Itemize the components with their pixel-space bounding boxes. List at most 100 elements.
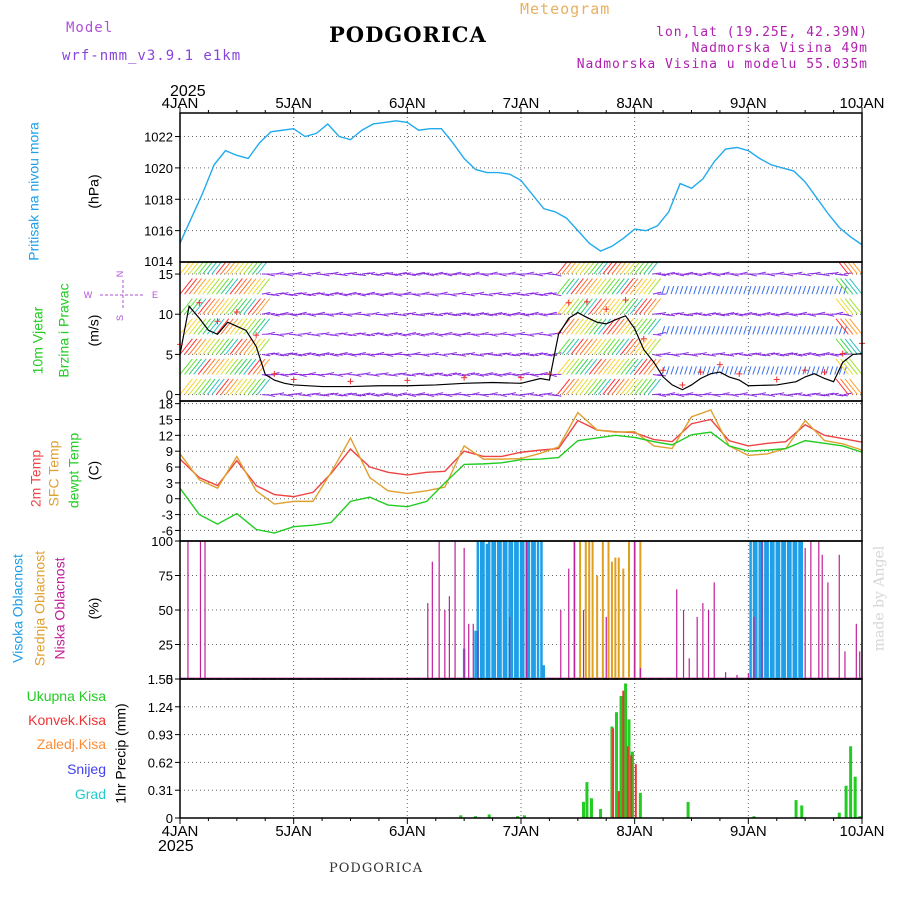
wind-arrow	[434, 372, 444, 375]
wind-arrow	[647, 378, 662, 395]
wind-arrow	[629, 298, 643, 315]
wind-arrow	[466, 293, 476, 297]
cloud-bar-low	[725, 672, 727, 679]
wind-arrow	[611, 318, 625, 335]
cloud-bar-high	[792, 541, 796, 679]
wind-arrow	[825, 313, 835, 317]
wind-arrow	[275, 271, 285, 275]
wind-arrow	[770, 366, 775, 375]
wind-arrow	[602, 378, 616, 395]
wind-arrow	[320, 332, 330, 335]
wind-arrow	[252, 318, 266, 335]
wind-arrow	[806, 366, 811, 375]
wind-arrow	[320, 352, 330, 355]
wind-arrow	[775, 353, 785, 357]
cloud-bar-low	[702, 603, 704, 679]
wind-arrow	[657, 312, 667, 315]
wind-arrow	[775, 271, 785, 275]
wind-arrow	[851, 262, 862, 275]
wind-arrow	[407, 273, 416, 277]
wind-arrow	[370, 332, 380, 335]
wind-arrow	[834, 326, 838, 335]
wind-arrow	[593, 358, 607, 375]
wind-arrow	[725, 326, 729, 335]
wind-arrow	[766, 285, 770, 295]
wind-arrow	[707, 353, 717, 357]
wind-arrow	[366, 291, 376, 295]
wind-arrow	[579, 278, 593, 295]
cloud-bar-mid	[584, 541, 587, 679]
wind-arrow	[652, 353, 662, 357]
wind-arrow	[843, 313, 853, 317]
wind-arrow	[840, 358, 854, 375]
wind-arrow	[361, 272, 371, 275]
wind-arrow	[325, 353, 335, 355]
cloud-bar-low	[568, 568, 570, 679]
wind-arrow	[489, 333, 498, 337]
wind-arrow	[834, 353, 844, 356]
wind-arrow	[606, 278, 621, 295]
wind-arrow	[461, 394, 471, 398]
compass-s-label: S	[115, 315, 125, 321]
wind-arrow	[698, 313, 707, 317]
wind-arrow	[184, 318, 198, 335]
wind-arrow	[311, 392, 321, 396]
wind-arrow	[847, 262, 858, 275]
wind-arrow	[838, 285, 843, 295]
wind-arrow	[511, 311, 521, 315]
wind-arrow	[556, 358, 571, 375]
wind-arrow	[629, 378, 643, 395]
cloud-bar-mid	[601, 541, 604, 679]
wind-arrow	[411, 273, 421, 276]
wind-arrow	[357, 351, 366, 355]
wind-arrow	[643, 358, 657, 375]
wind-arrow	[849, 358, 862, 375]
wind-arrow	[448, 352, 457, 355]
wind-arrow	[747, 366, 752, 375]
meteogram-label: Meteogram	[520, 0, 611, 18]
wind-arrow	[652, 272, 662, 275]
cloud-bar-high	[794, 541, 798, 679]
wind-gust-marker	[233, 309, 240, 316]
bottom-xtick-label: 9JAN	[730, 823, 767, 840]
wind-arrow	[188, 358, 202, 375]
wind-arrow	[389, 373, 398, 377]
wind-arrow	[384, 353, 394, 357]
precip-bar-total	[619, 696, 623, 818]
wind-arrow	[256, 298, 271, 315]
top-xtick-label: 4JAN	[162, 95, 199, 112]
wind-arrow	[184, 338, 198, 355]
wind-gust-marker	[253, 332, 260, 339]
wind-arrow	[588, 262, 600, 275]
wind-gust-marker	[802, 367, 809, 374]
cloud-bar-high	[476, 541, 480, 679]
wind-arrow	[730, 312, 739, 315]
cloud-bar-low	[582, 610, 585, 679]
wind-arrow	[606, 358, 621, 375]
pressure-ytick-label: 1022	[144, 130, 173, 145]
wind-arrow	[366, 353, 376, 357]
wind-arrow	[752, 285, 757, 295]
wind-arrow	[529, 373, 539, 377]
wind-arrow	[625, 338, 639, 355]
wind-arrow	[339, 352, 348, 355]
wind-gust-marker	[404, 377, 411, 384]
wind-arrow	[820, 366, 825, 375]
wind-arrow	[202, 262, 213, 275]
wind-arrow	[416, 313, 426, 317]
wind-arrow	[720, 285, 725, 295]
wind-arrow	[816, 285, 820, 295]
wind-arrow	[443, 312, 453, 315]
wind-gust-marker	[546, 370, 553, 377]
temp-ytick-label: -3	[161, 508, 173, 523]
precip-bar-total	[752, 816, 756, 818]
cloud-bar-low	[753, 616, 755, 679]
precip-bar-total	[627, 719, 631, 818]
wind-arrow	[689, 272, 698, 275]
wind-gust-marker	[214, 318, 221, 325]
wind-arrow	[348, 392, 357, 396]
wind-arrow	[298, 311, 307, 315]
wind-arrow	[716, 352, 726, 355]
wind-arrow	[402, 272, 412, 275]
wind-arrow	[602, 358, 616, 375]
